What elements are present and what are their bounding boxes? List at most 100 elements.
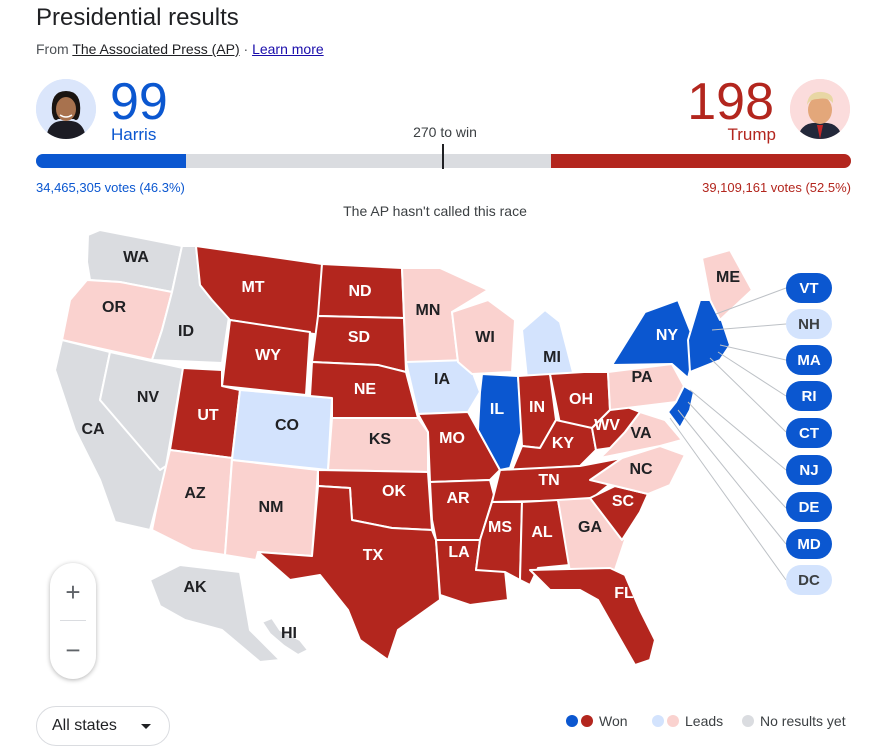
pill-CT[interactable]: CT [786,418,832,448]
label-KS: KS [369,431,392,448]
label-GA: GA [578,519,602,536]
legend-rep-won-swatch [581,715,593,727]
trump-popular-vote: 39,109,161 votes (52.5%) [702,180,851,195]
pill-MD[interactable]: MD [786,529,832,559]
pill-DC[interactable]: DC [786,565,832,595]
state-GA[interactable] [557,497,626,573]
label-WA: WA [123,249,149,266]
zoom-out-button[interactable]: − [65,634,81,665]
label-MO: MO [439,430,465,447]
electoral-progress-bar [36,154,851,168]
legend-leads-label: Leads [685,713,724,729]
label-AZ: AZ [184,485,206,502]
small-state-leaders [669,287,787,581]
label-PA: PA [631,369,652,386]
state-filter-value: All states [52,717,117,734]
source-link[interactable]: The Associated Press (AP) [72,41,240,57]
trump-electoral-votes: 198 [687,73,774,131]
trump-name: Trump [727,125,777,144]
label-OH: OH [569,391,593,408]
label-TX: TX [363,547,384,564]
label-WV: WV [594,417,620,434]
legend-no-results: No results yet [742,713,846,729]
legend-no-results-label: No results yet [760,713,846,729]
label-NC: NC [629,461,653,478]
label-ID: ID [178,323,194,340]
pill-MA[interactable]: MA [786,345,832,375]
zoom-divider [60,620,86,621]
threshold-label: 270 to win [413,124,477,140]
label-ND: ND [348,283,371,300]
label-NV: NV [137,389,160,406]
us-results-map[interactable]: WA OR CA NV ID MT WY UT AZ CO NM ND SD N… [0,225,870,675]
source-separator: · [239,41,253,57]
trump-avatar [790,79,850,139]
state-SC[interactable] [589,485,649,541]
state-AK[interactable] [149,564,281,663]
state-mid-atlantic-cluster[interactable] [667,385,695,429]
label-WY: WY [255,347,281,364]
label-SD: SD [348,329,370,346]
legend-leads: Leads [652,713,723,729]
pill-VT[interactable]: VT [786,273,832,303]
harris-avatar [36,79,96,139]
label-MI: MI [543,349,561,366]
pill-DE[interactable]: DE [786,492,832,522]
legend-no-results-swatch [742,715,754,727]
state-WI[interactable] [451,299,516,375]
label-IN: IN [529,399,545,416]
label-TN: TN [538,472,559,489]
state-TX[interactable] [257,485,441,661]
legend-won: Won [566,713,628,729]
harris-name: Harris [111,125,157,144]
harris-bar-fill [36,154,186,168]
trump-bar-fill [551,154,851,168]
label-ME: ME [716,269,740,286]
page-title: Presidential results [36,4,239,31]
label-MS: MS [488,519,512,536]
state-HI[interactable] [261,617,309,656]
state-MO[interactable] [417,411,501,483]
state-NC[interactable] [589,445,686,495]
state-filter-dropdown[interactable]: All states [36,706,170,746]
zoom-in-button[interactable]: + [65,576,81,607]
legend-won-label: Won [599,713,628,729]
pill-RI[interactable]: RI [786,381,832,411]
harris-electoral-votes: 99 [110,73,168,131]
chevron-down-icon [141,724,151,729]
label-WI: WI [475,329,495,346]
label-AR: AR [446,490,470,507]
label-AK: AK [183,579,207,596]
label-CO: CO [275,417,299,434]
legend-dem-won-swatch [566,715,578,727]
label-OR: OR [102,299,126,316]
label-VA: VA [630,425,651,442]
zoom-control: + − [50,563,96,679]
pill-NJ[interactable]: NJ [786,455,832,485]
label-SC: SC [612,493,635,510]
label-MT: MT [241,279,264,296]
label-NY: NY [656,327,679,344]
race-status: The AP hasn't called this race [343,203,527,219]
state-NV[interactable] [99,351,184,471]
threshold-marker [442,144,444,169]
label-CA: CA [81,421,105,438]
label-KY: KY [552,435,575,452]
learn-more-link[interactable]: Learn more [252,41,324,57]
state-FL[interactable] [529,567,656,666]
label-NE: NE [354,381,377,398]
label-OK: OK [382,483,406,500]
legend-dem-lead-swatch [652,715,664,727]
state-ME[interactable] [701,249,753,321]
legend-rep-lead-swatch [667,715,679,727]
harris-popular-vote: 34,465,305 votes (46.3%) [36,180,185,195]
label-MN: MN [416,302,441,319]
label-LA: LA [448,544,470,561]
state-labels: WA OR CA NV ID MT WY UT AZ CO NM ND SD N… [81,249,740,642]
label-IA: IA [434,371,450,388]
label-IL: IL [490,401,504,418]
source-prefix: From [36,41,73,57]
pill-NH[interactable]: NH [786,309,832,339]
label-HI: HI [281,625,297,642]
source-line: From The Associated Press (AP) · Learn m… [36,41,324,57]
